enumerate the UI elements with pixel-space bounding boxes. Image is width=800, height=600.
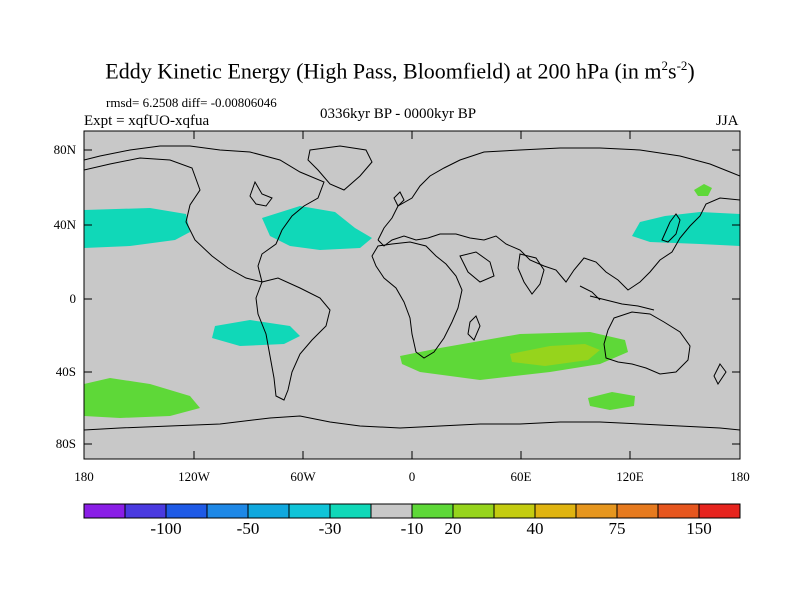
colorbar-label: -50 (236, 519, 260, 538)
period-label: 0336kyr BP - 0000kyr BP (320, 106, 477, 122)
colorbar-label: -30 (318, 519, 342, 538)
lat-label: 40S (55, 364, 76, 379)
colorbar (83, 503, 741, 519)
colorbar-box-3 (206, 503, 249, 519)
colorbar-box-11 (534, 503, 577, 519)
colorbar-box-7 (370, 503, 413, 519)
season-label: JJA (716, 113, 739, 129)
lon-label: 60E (510, 469, 532, 484)
lat-label: 0 (69, 291, 77, 306)
lon-label: 60W (290, 469, 316, 484)
colorbar-label: 75 (608, 519, 626, 538)
north-pacific-east (84, 208, 190, 248)
colorbar-box-1 (124, 503, 167, 519)
experiment-label: Expt = xqfUO-xqfua (84, 113, 210, 129)
colorbar-box-15 (698, 503, 741, 519)
plot-title: Eddy Kinetic Energy (High Pass, Bloomfie… (105, 58, 695, 84)
lat-label: 40N (53, 217, 76, 232)
axis-ticks (84, 131, 740, 459)
colorbar-label: -10 (400, 519, 424, 538)
north-atlantic (262, 206, 372, 250)
colorbar-label: 40 (526, 519, 544, 538)
colorbar-box-12 (575, 503, 618, 519)
colorbar-box-0 (83, 503, 126, 519)
north-pacific-west (632, 212, 740, 246)
colorbar-box-2 (165, 503, 208, 519)
lon-label: 0 (408, 469, 416, 484)
colorbar-box-6 (329, 503, 372, 519)
south-indian-core (510, 344, 600, 366)
lon-label: 180 (730, 469, 750, 484)
lon-label: 120W (178, 469, 210, 484)
kamchatka (694, 184, 712, 196)
colorbar-label: 150 (686, 519, 712, 538)
colorbar-label: 20 (444, 519, 462, 538)
colorbar-box-14 (657, 503, 700, 519)
lon-label: 180 (74, 469, 94, 484)
coastlines (84, 145, 740, 431)
lat-label: 80S (55, 436, 76, 451)
colorbar-box-5 (288, 503, 331, 519)
colorbar-box-10 (493, 503, 536, 519)
colorbar-box-8 (411, 503, 454, 519)
colorbar-box-13 (616, 503, 659, 519)
stats-text: rmsd= 6.2508 diff= -0.00806046 (106, 95, 277, 110)
southern-ocean-pacific (84, 378, 200, 418)
lon-label: 120E (616, 469, 644, 484)
lat-label: 80N (53, 142, 76, 157)
colorbar-box-9 (452, 503, 495, 519)
south-pacific (212, 320, 300, 346)
southern-ocean-indian (588, 392, 635, 410)
colorbar-label: -100 (150, 519, 182, 538)
colorbar-box-4 (247, 503, 290, 519)
